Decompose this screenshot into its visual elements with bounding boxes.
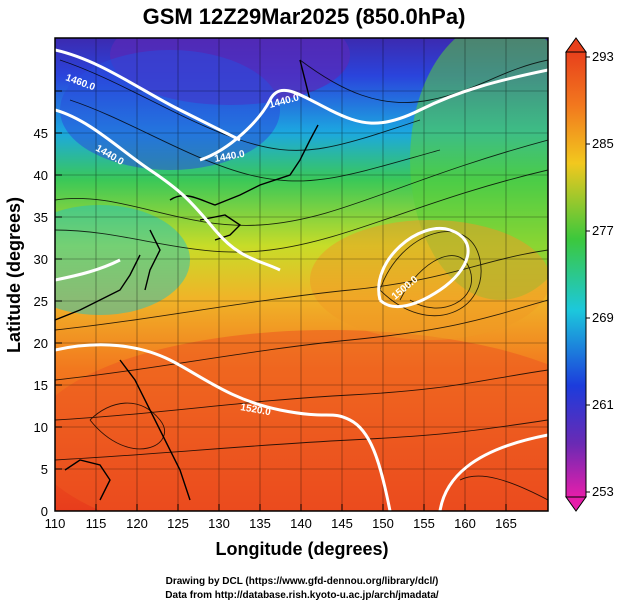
colorbar: 293 285 277 269 261 253: [565, 37, 614, 512]
x-tick-label: 115: [86, 516, 107, 531]
y-tick-label: 10: [34, 420, 48, 435]
x-tick-label: 140: [290, 516, 312, 531]
contour-label: 1520.0: [239, 402, 271, 418]
x-axis-ticks: [54, 504, 507, 511]
colorbar-tick-label: 253: [592, 484, 614, 499]
height-contours: [55, 48, 548, 511]
colorbar-gradient: [565, 51, 587, 498]
x-tick-label: 160: [454, 516, 476, 531]
y-axis-tick-labels: 0 5 10 15 20 25 30 35 40 45: [34, 126, 48, 519]
x-tick-label: 120: [126, 516, 148, 531]
y-tick-label: 25: [34, 294, 48, 309]
colorbar-tick-label: 285: [592, 136, 614, 151]
y-axis-ticks: [55, 90, 62, 512]
colorbar-tick-label: 293: [592, 49, 614, 64]
credit-line-1: Drawing by DCL (https://www.gfd-dennou.o…: [166, 576, 439, 587]
y-tick-label: 15: [34, 378, 48, 393]
colorbar-tick-label: 277: [592, 223, 614, 238]
x-tick-label: 110: [45, 516, 66, 531]
y-tick-label: 20: [34, 336, 48, 351]
colorbar-top-arrow: [565, 37, 587, 53]
x-axis-label: Longitude (degrees): [215, 539, 388, 559]
x-tick-label: 145: [331, 516, 353, 531]
y-tick-label: 0: [41, 504, 48, 519]
x-tick-label: 135: [249, 516, 271, 531]
streamlines: [55, 59, 548, 501]
y-tick-label: 40: [34, 168, 48, 183]
grid-lines: [55, 38, 548, 511]
y-tick-label: 5: [41, 462, 48, 477]
temperature-field: [55, 38, 548, 511]
x-tick-label: 130: [208, 516, 230, 531]
y-tick-label: 45: [34, 126, 48, 141]
x-tick-label: 155: [413, 516, 435, 531]
y-axis-label: Latitude (degrees): [4, 197, 24, 353]
y-tick-label: 30: [34, 252, 48, 267]
x-tick-label: 125: [167, 516, 189, 531]
colorbar-tick-label: 261: [592, 397, 614, 412]
colorbar-bottom-arrow: [565, 496, 587, 512]
x-tick-label: 150: [372, 516, 394, 531]
contour-label: 1440.0: [214, 149, 246, 165]
colorbar-tick-label: 269: [592, 310, 614, 325]
credit-line-2: Data from http://database.rish.kyoto-u.a…: [165, 590, 439, 601]
x-tick-label: 165: [495, 516, 517, 531]
chart-title: GSM 12Z29Mar2025 (850.0hPa): [143, 4, 466, 29]
x-axis-tick-labels: 110 115 120 125 130 135 140 145 150 155 …: [45, 516, 517, 531]
y-tick-label: 35: [34, 210, 48, 225]
coastlines: [55, 59, 319, 501]
